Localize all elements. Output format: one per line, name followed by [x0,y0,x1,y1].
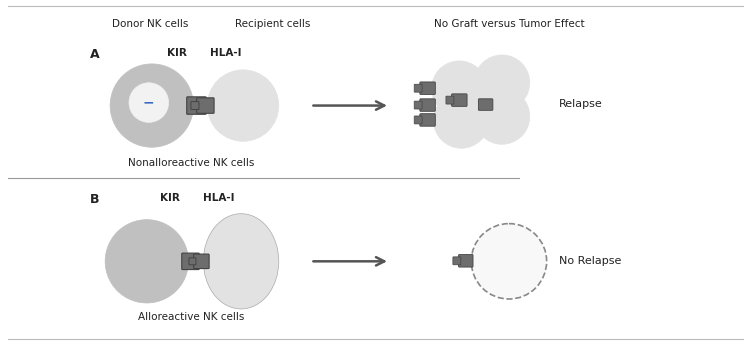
Circle shape [471,224,547,299]
FancyBboxPatch shape [187,97,206,114]
FancyBboxPatch shape [197,257,205,265]
FancyBboxPatch shape [189,258,196,265]
Text: B: B [90,193,100,206]
Text: Nonalloreactive NK cells: Nonalloreactive NK cells [128,158,255,168]
Circle shape [110,64,194,147]
Ellipse shape [204,214,279,309]
FancyBboxPatch shape [197,98,214,113]
Text: No Graft versus Tumor Effect: No Graft versus Tumor Effect [433,19,584,29]
Text: Relapse: Relapse [559,99,602,108]
Text: Donor NK cells: Donor NK cells [112,19,188,29]
Text: A: A [90,48,100,61]
Circle shape [432,61,487,117]
FancyBboxPatch shape [182,253,199,270]
Text: KIR: KIR [167,48,186,58]
FancyBboxPatch shape [191,102,199,109]
FancyBboxPatch shape [204,101,213,110]
Text: HLA-I: HLA-I [204,193,235,203]
Circle shape [433,93,489,148]
Circle shape [105,220,189,303]
FancyBboxPatch shape [446,96,454,104]
Text: HLA-I: HLA-I [210,48,242,58]
FancyBboxPatch shape [415,84,422,92]
FancyBboxPatch shape [420,99,436,111]
FancyBboxPatch shape [415,101,422,109]
Text: Alloreactive NK cells: Alloreactive NK cells [138,312,245,322]
Text: Recipient cells: Recipient cells [235,19,310,29]
FancyBboxPatch shape [420,114,436,126]
Text: −: − [143,96,155,109]
Circle shape [207,70,279,141]
FancyBboxPatch shape [415,116,422,124]
FancyBboxPatch shape [451,94,467,106]
Text: KIR: KIR [160,193,179,203]
Text: No Relapse: No Relapse [559,256,621,266]
Circle shape [474,89,529,144]
Circle shape [474,55,529,111]
FancyBboxPatch shape [478,99,493,110]
FancyBboxPatch shape [420,82,436,94]
FancyBboxPatch shape [194,254,209,269]
Circle shape [129,83,169,122]
FancyBboxPatch shape [453,257,461,265]
FancyBboxPatch shape [459,254,473,267]
